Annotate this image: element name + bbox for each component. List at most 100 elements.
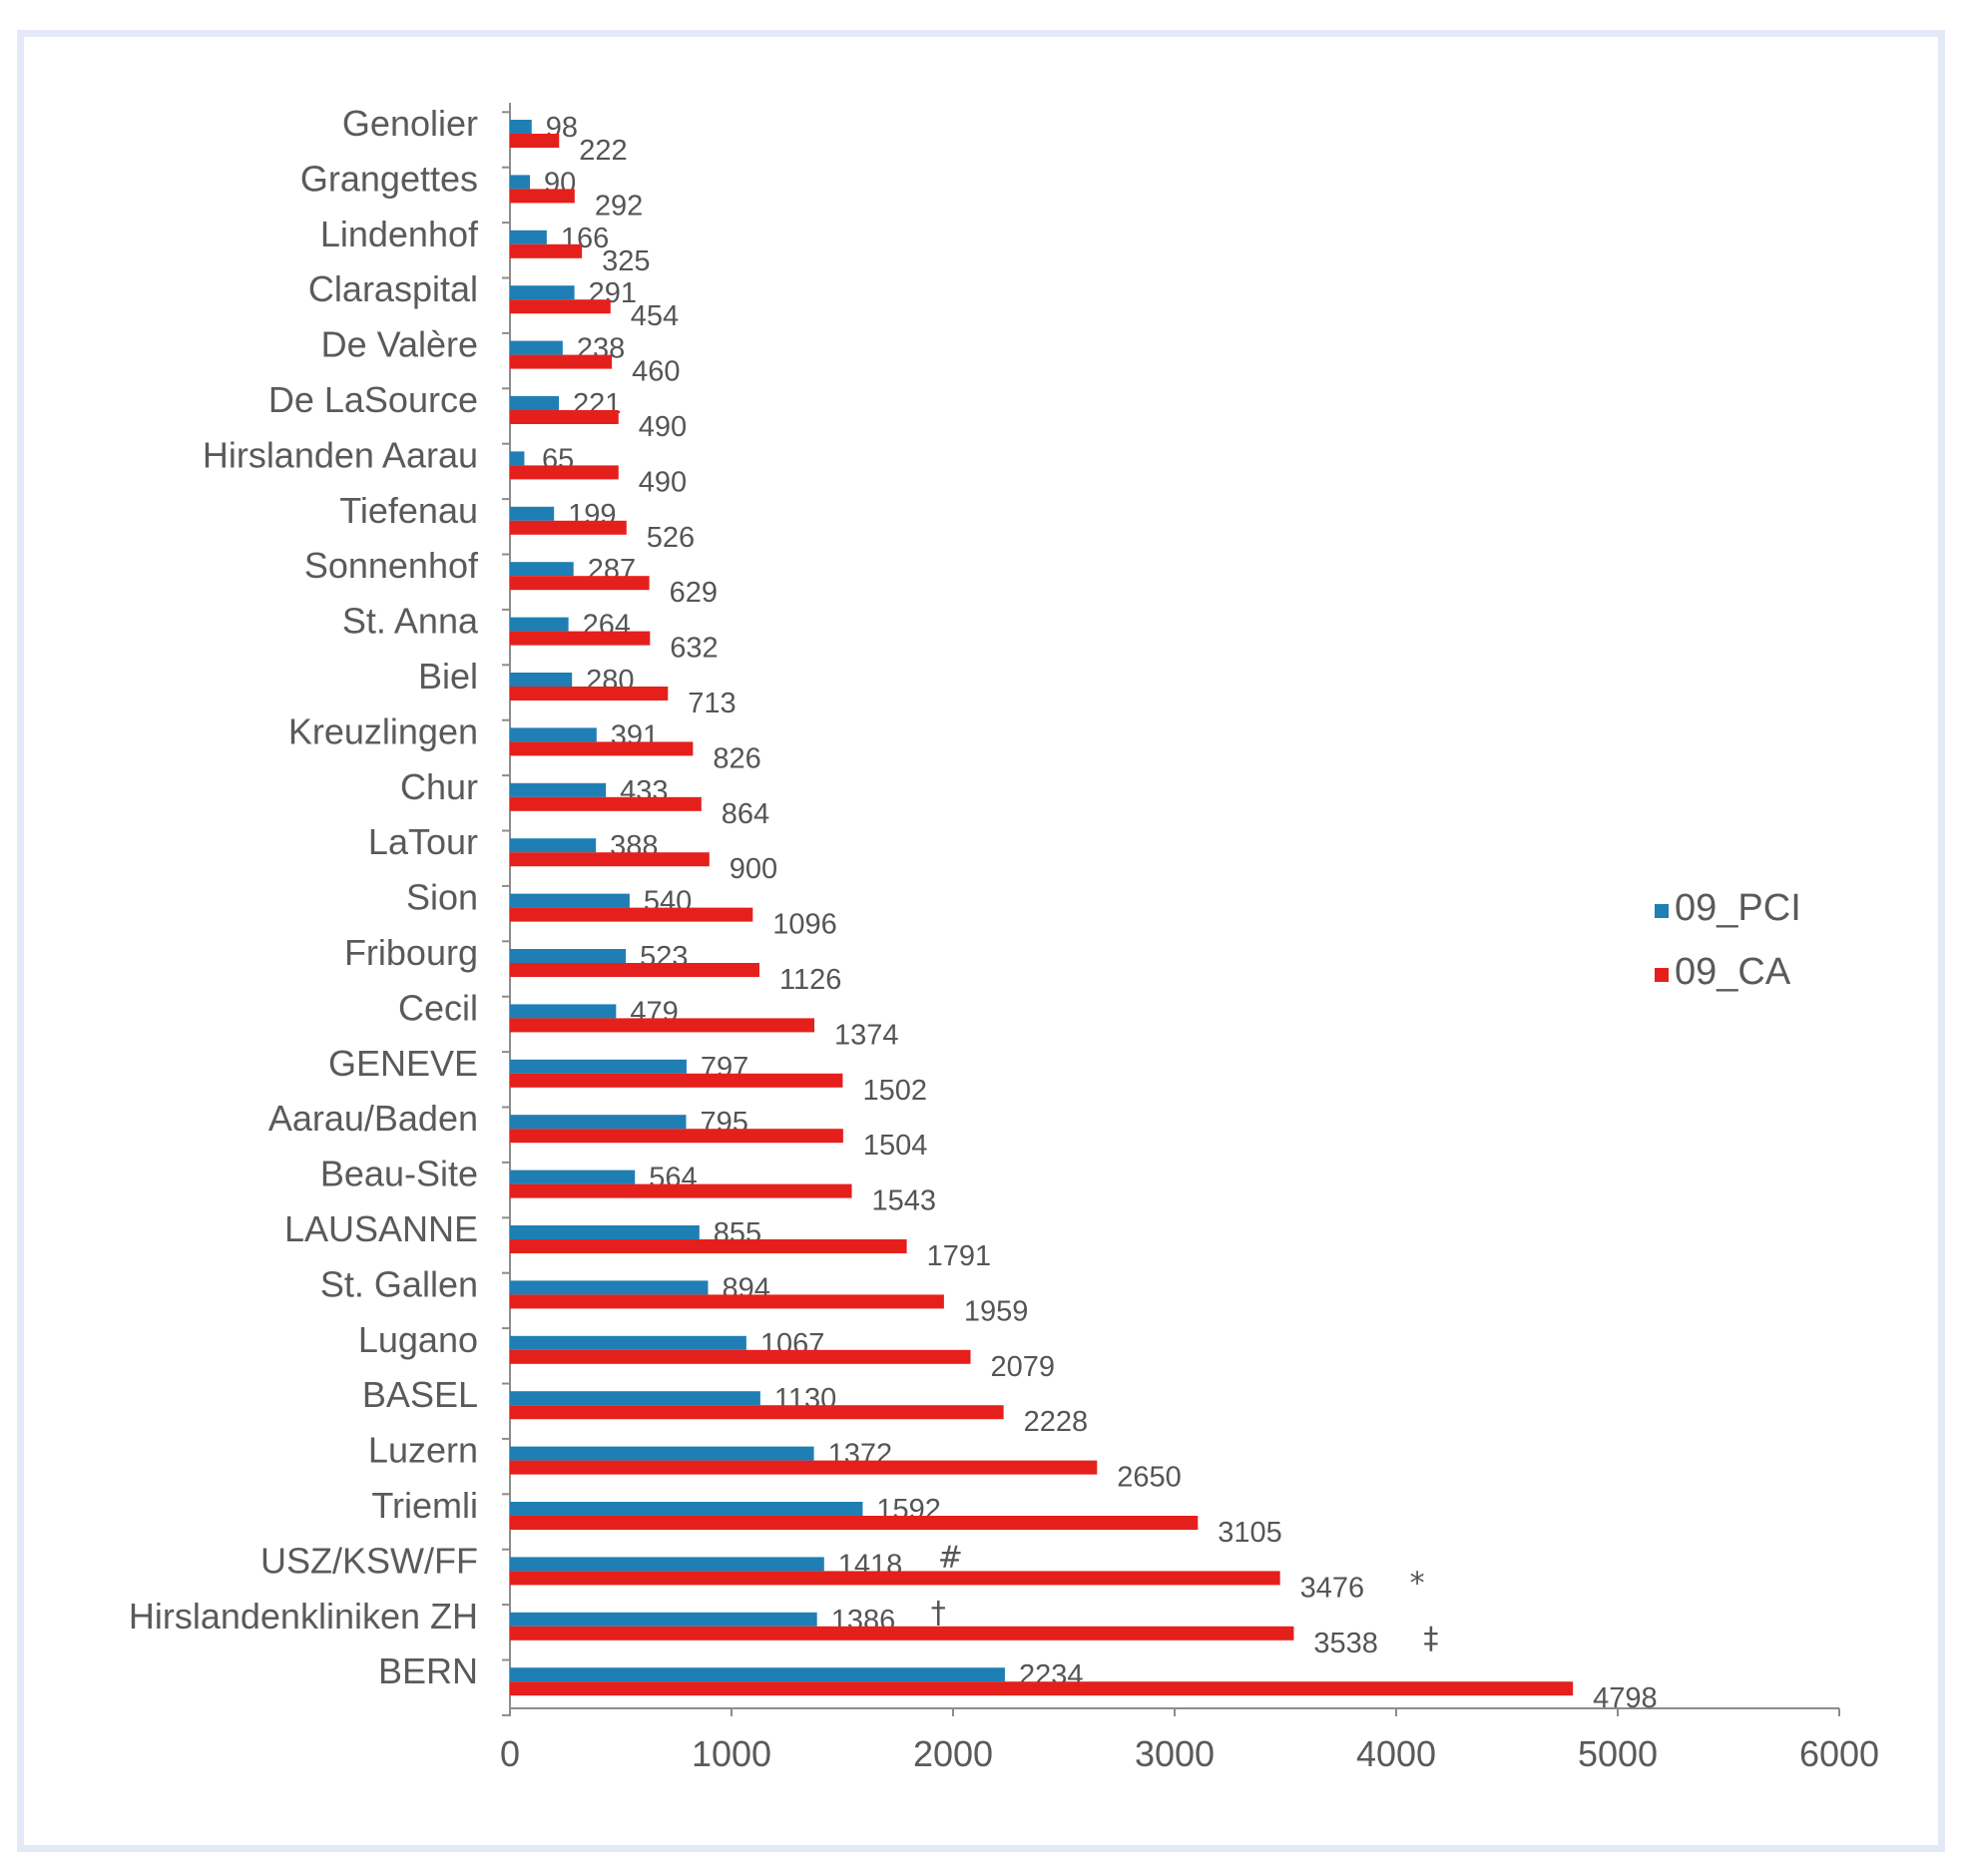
- bar-09-ca: [510, 410, 619, 424]
- data-label-09-ca: 3538: [1313, 1628, 1378, 1659]
- bar-09-pci: [510, 1557, 824, 1572]
- bar-09-ca: [510, 687, 669, 701]
- category-label: Beau-Site: [320, 1154, 478, 1194]
- x-tick-label: 0: [500, 1733, 520, 1774]
- bar-09-ca: [510, 576, 650, 591]
- bar-09-pci: [510, 230, 547, 244]
- bar-09-pci: [510, 562, 574, 577]
- category-label: BASEL: [362, 1374, 478, 1415]
- bar-09-pci: [510, 340, 563, 355]
- category-label: Biel: [418, 656, 478, 697]
- annotation-mark: #: [938, 1540, 963, 1575]
- bar-09-ca: [510, 1073, 843, 1088]
- data-label-09-ca: 2228: [1024, 1406, 1089, 1438]
- data-label-09-ca: 460: [632, 356, 680, 388]
- bar-09-pci: [510, 949, 627, 963]
- data-label-09-ca: 1959: [964, 1295, 1029, 1327]
- data-label-09-ca: 526: [647, 522, 695, 554]
- annotation-mark: *: [1410, 1566, 1425, 1601]
- bar-09-pci: [510, 1170, 636, 1184]
- data-label-09-ca: 1543: [872, 1185, 937, 1217]
- bar-09-pci: [510, 1391, 760, 1406]
- data-label-09-ca: 826: [713, 742, 760, 774]
- bar-09-pci: [510, 838, 597, 853]
- bar-09-ca: [510, 1460, 1098, 1475]
- bar-09-pci: [510, 727, 597, 742]
- bar-09-pci: [510, 1059, 687, 1074]
- data-label-09-ca: 1504: [863, 1130, 928, 1162]
- category-label: Sonnenhof: [304, 545, 479, 586]
- data-label-09-ca: 490: [639, 466, 687, 498]
- bar-09-ca: [510, 1405, 1004, 1420]
- chart-frame: [17, 30, 1945, 1852]
- data-label-09-ca: 4798: [1593, 1682, 1658, 1714]
- x-tick-label: 4000: [1356, 1733, 1436, 1774]
- category-label: BERN: [378, 1650, 478, 1691]
- bar-09-pci: [510, 1335, 746, 1350]
- category-label: St. Gallen: [320, 1263, 478, 1304]
- legend-label-09-pci: 09_PCI: [1675, 887, 1801, 929]
- category-label: Hirslanden Aarau: [203, 434, 478, 475]
- bar-09-ca: [510, 796, 702, 811]
- data-label-09-ca: 1096: [772, 909, 837, 941]
- data-label-09-ca: 454: [631, 300, 679, 332]
- x-tick-label: 1000: [692, 1733, 771, 1774]
- category-label: Genolier: [342, 103, 478, 144]
- category-label: Fribourg: [344, 932, 478, 973]
- category-label: Kreuzlingen: [288, 710, 478, 751]
- bar-09-ca: [510, 354, 613, 369]
- bar-09-ca: [510, 1626, 1294, 1641]
- data-label-09-ca: 1791: [927, 1240, 992, 1272]
- bar-09-pci: [510, 1225, 700, 1239]
- bar-09-ca: [510, 631, 651, 646]
- data-label-09-ca: 3105: [1218, 1517, 1282, 1549]
- data-label-09-ca: 713: [688, 688, 736, 719]
- data-label-09-ca: 864: [722, 798, 769, 830]
- bar-09-ca: [510, 243, 583, 258]
- legend-swatch-09-ca: [1655, 968, 1669, 982]
- x-tick-label: 3000: [1135, 1733, 1215, 1774]
- bar-09-pci: [510, 1667, 1005, 1682]
- bar-09-pci: [510, 285, 575, 300]
- bar-09-pci: [510, 451, 525, 466]
- category-label: LAUSANNE: [284, 1208, 478, 1249]
- category-label: Claraspital: [308, 268, 478, 309]
- bar-09-pci: [510, 120, 532, 134]
- bar-09-ca: [510, 1183, 852, 1198]
- x-tick-label: 2000: [913, 1733, 993, 1774]
- data-label-09-ca: 222: [579, 135, 627, 167]
- legend-label-09-ca: 09_CA: [1675, 951, 1791, 993]
- bar-09-ca: [510, 1239, 907, 1253]
- bar-09-pci: [510, 396, 560, 410]
- bar-09-ca: [510, 907, 753, 922]
- bar-09-ca: [510, 1681, 1574, 1696]
- category-label: LaTour: [368, 821, 478, 862]
- bar-09-ca: [510, 134, 560, 148]
- bar-09-pci: [510, 617, 569, 632]
- bar-09-ca: [510, 299, 611, 314]
- bar-09-ca: [510, 1294, 944, 1309]
- bar-09-ca: [510, 963, 759, 977]
- bar-09-ca: [510, 741, 694, 756]
- data-label-09-ca: 2079: [991, 1351, 1056, 1383]
- bar-09-ca: [510, 1349, 971, 1364]
- bar-09-ca: [510, 1018, 815, 1033]
- category-label: GENEVE: [328, 1043, 478, 1084]
- category-label: Luzern: [368, 1430, 478, 1471]
- bar-09-pci: [510, 1612, 817, 1627]
- data-label-09-ca: 629: [670, 577, 718, 609]
- bar-09-pci: [510, 175, 530, 190]
- data-label-09-ca: 632: [670, 633, 718, 665]
- bar-09-ca: [510, 465, 619, 480]
- data-label-09-ca: 1374: [834, 1019, 899, 1051]
- category-label: Chur: [400, 766, 478, 807]
- bar-09-ca: [510, 1571, 1280, 1586]
- annotation-mark: †: [931, 1596, 946, 1631]
- data-label-09-ca: 900: [730, 853, 777, 885]
- x-tick-label: 6000: [1799, 1733, 1879, 1774]
- x-tick-label: 5000: [1578, 1733, 1658, 1774]
- data-label-09-ca: 292: [595, 190, 643, 222]
- bar-09-ca: [510, 852, 710, 867]
- category-label: Tiefenau: [339, 490, 478, 531]
